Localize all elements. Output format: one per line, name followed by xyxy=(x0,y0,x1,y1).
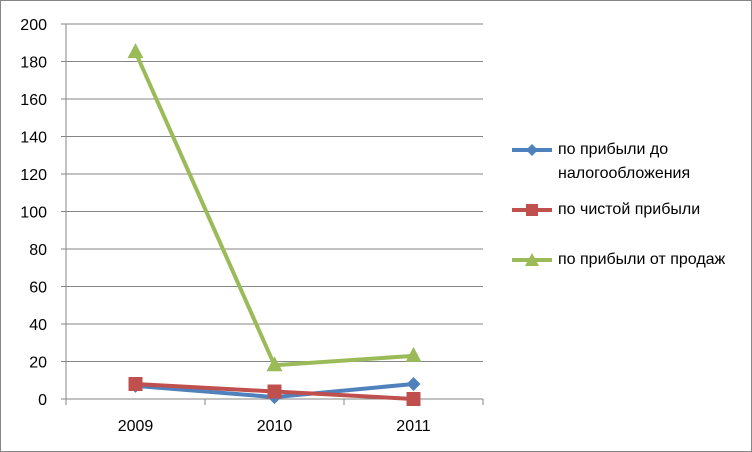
axes xyxy=(61,23,484,405)
legend-label-series-1: по прибыли до налогообложения xyxy=(558,141,691,182)
legend-label-series-2: по чистой прибыли xyxy=(558,201,701,218)
legend-symbol-triangle-icon xyxy=(512,253,552,266)
y-tick-label: 40 xyxy=(29,317,47,334)
gridlines xyxy=(66,23,483,362)
y-tick-label: 80 xyxy=(29,242,47,259)
y-tick-label: 140 xyxy=(20,130,47,147)
y-tick-labels: 0 20 40 60 80 100 120 140 160 180 200 xyxy=(20,17,47,409)
data-point-triangle xyxy=(405,346,422,362)
x-tick-label: 2011 xyxy=(396,418,431,435)
data-point-square xyxy=(128,377,143,391)
series-markers xyxy=(127,43,422,406)
data-point-square xyxy=(406,392,421,406)
legend-label-series-3: по прибыли от продаж xyxy=(558,251,726,268)
x-tick-label: 2010 xyxy=(257,418,293,435)
data-point-triangle xyxy=(266,356,283,372)
y-tick-label: 200 xyxy=(20,17,47,34)
data-point-diamond xyxy=(406,377,421,391)
legend-symbol-diamond-icon xyxy=(512,144,552,156)
x-tick-labels: 2009 2010 2011 xyxy=(118,418,431,435)
y-tick-label: 100 xyxy=(20,205,47,222)
series-lines xyxy=(133,51,414,401)
x-tick-label: 2009 xyxy=(118,418,154,435)
legend-item-series-1: по прибыли до налогообложения xyxy=(510,138,746,186)
data-point-square xyxy=(267,384,282,399)
y-tick-label: 60 xyxy=(29,280,47,297)
legend: по прибыли до налогообложения по чистой … xyxy=(510,138,746,272)
y-tick-label: 160 xyxy=(20,92,47,109)
legend-symbol-square-icon xyxy=(512,204,552,216)
legend-item-series-2: по чистой прибыли xyxy=(510,198,746,222)
legend-item-series-3: по прибыли от продаж xyxy=(510,248,746,272)
y-tick-label: 180 xyxy=(20,55,47,72)
y-tick-label: 0 xyxy=(38,392,47,409)
data-point-triangle xyxy=(127,43,144,59)
y-tick-label: 120 xyxy=(20,167,47,184)
y-tick-label: 20 xyxy=(29,355,47,372)
